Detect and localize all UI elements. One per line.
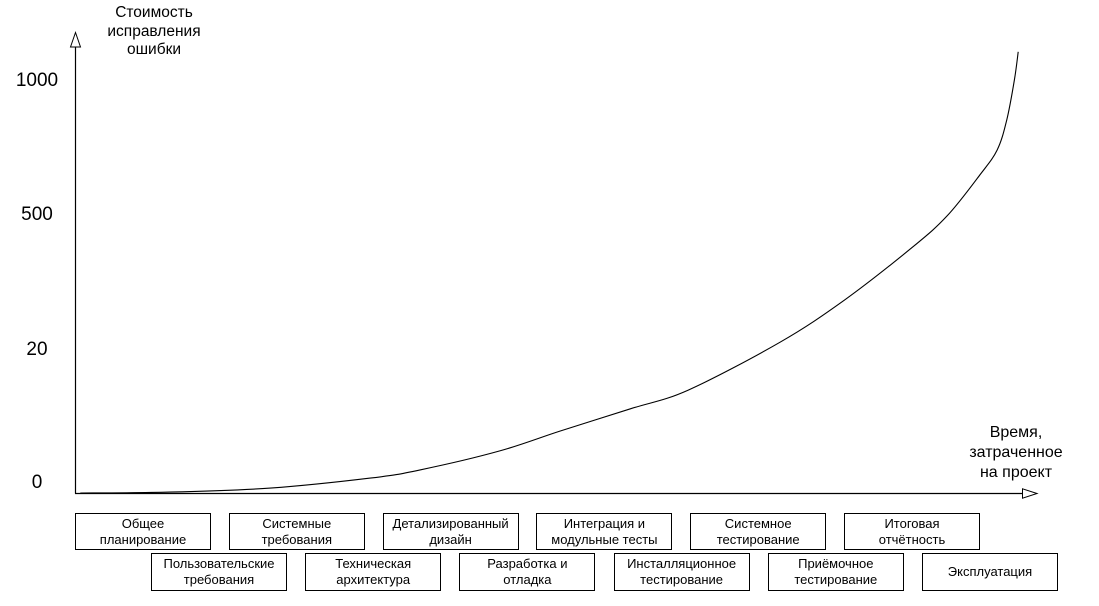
y-tick-label: 500 [21, 204, 53, 225]
phase-box: Техническая архитектура [305, 553, 442, 591]
y-tick-label: 0 [31, 472, 43, 493]
x-axis-title: Время, затраченное на проект [969, 424, 1063, 481]
y-tick-label: 1000 [15, 70, 59, 91]
phase-box: Системное тестирование [690, 513, 827, 550]
phase-box: Детализированный дизайн [382, 513, 519, 550]
phase-box: Инсталляционное тестирование [613, 553, 750, 591]
phase-box: Итоговая отчётность [844, 513, 980, 550]
y-axis-arrow-icon [69, 30, 82, 48]
x-axis-arrow-icon [1022, 488, 1039, 499]
phase-box: Эксплуатация [922, 553, 1058, 591]
phase-box: Пользовательские требования [151, 553, 287, 591]
y-axis-title: Стоимость исправления ошибки [107, 4, 201, 58]
y-tick-label: 20 [26, 339, 48, 360]
phase-box: Разработка и отладка [459, 553, 596, 591]
phase-box: Общее планирование [75, 513, 211, 550]
phase-box: Интеграция и модульные тесты [536, 513, 673, 550]
cost-curve [80, 51, 1019, 494]
phase-box: Приёмочное тестирование [767, 553, 904, 591]
phase-box: Системные требования [228, 513, 365, 550]
